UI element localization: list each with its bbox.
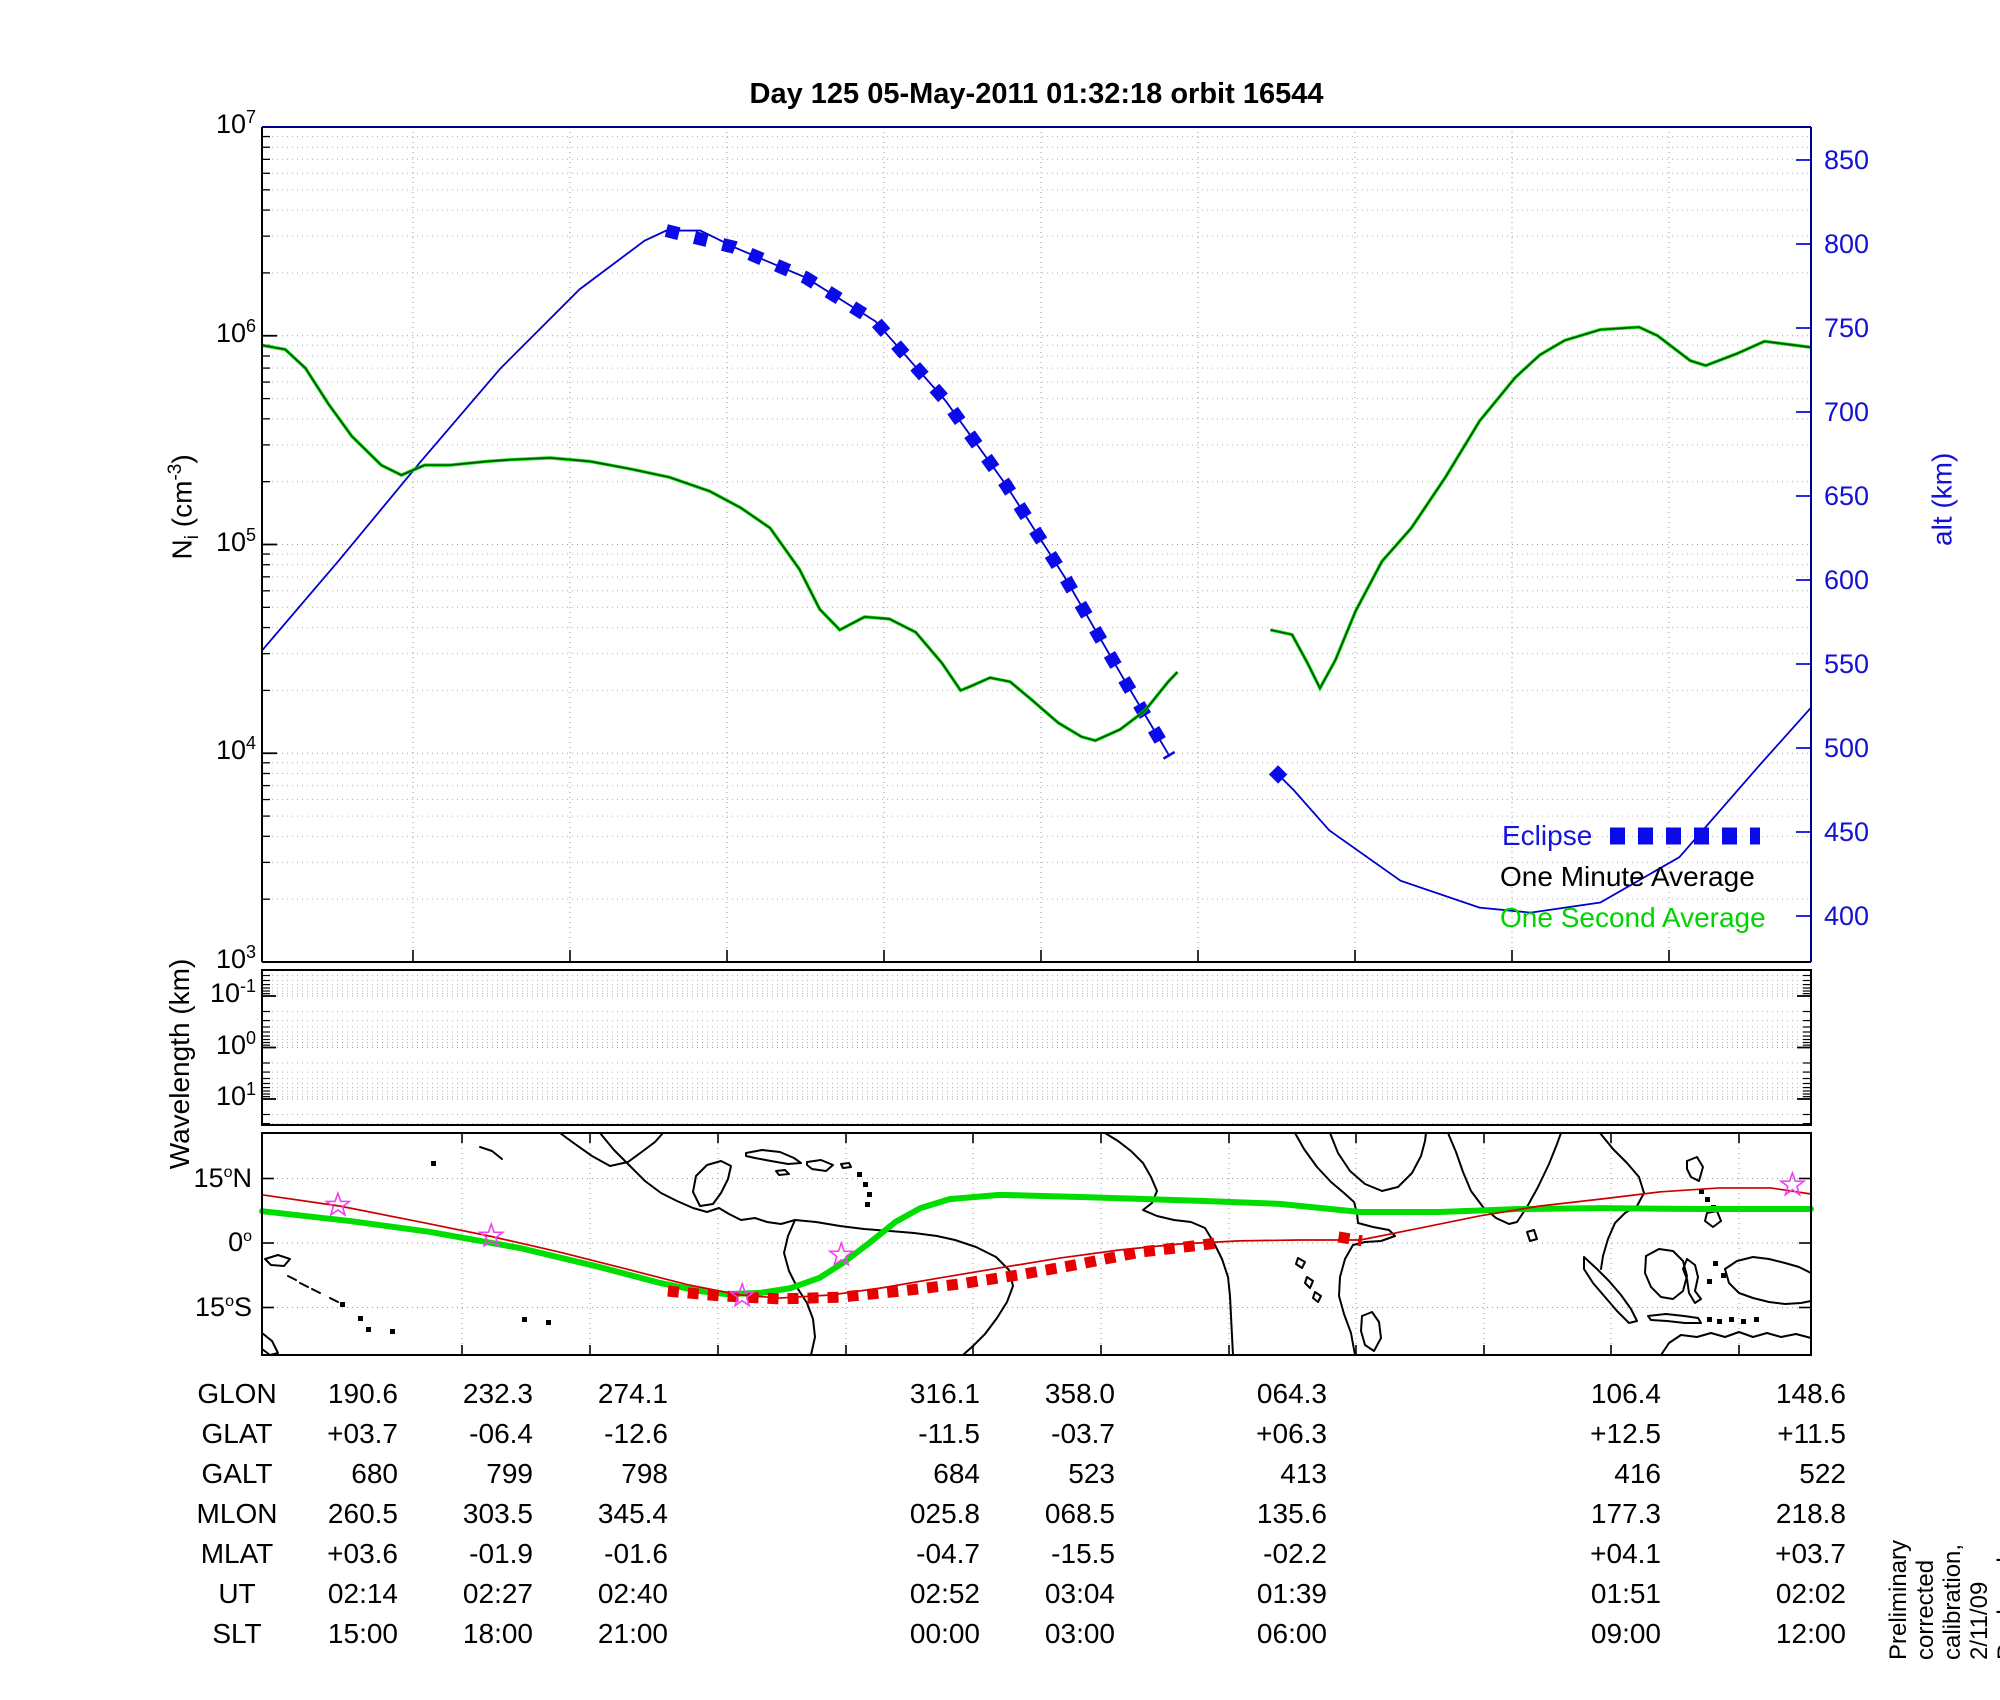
table-cell-mlat: +03.6: [327, 1538, 398, 1569]
table-cell-ut: 02:14: [327, 1578, 398, 1609]
table-cell-ut: 02:52: [909, 1578, 980, 1609]
table-cell-glat: -12.6: [604, 1418, 668, 1449]
table-cell-slt: 00:00: [909, 1618, 980, 1649]
table-cell-mlat: +03.7: [1775, 1538, 1846, 1569]
production-note: Preliminary corrected calibration, 2/11/…: [1885, 1540, 2000, 1660]
table-cell-slt: 15:00: [327, 1618, 398, 1649]
table-cell-slt: 12:00: [1775, 1618, 1846, 1649]
table-row-label: MLON: [196, 1498, 278, 1529]
alt-tick-label: 400: [1824, 901, 1870, 931]
station-star-icon: [827, 1240, 856, 1267]
alt-tick-label: 600: [1824, 565, 1870, 595]
table-row-label: GALT: [201, 1458, 273, 1489]
alt-tick-label: 700: [1824, 397, 1870, 427]
table-cell-galt: 413: [1280, 1458, 1327, 1489]
alt-tick-label: 500: [1824, 733, 1870, 763]
table-cell-mlat: -04.7: [916, 1538, 980, 1569]
table-cell-glon: 106.4: [1590, 1378, 1661, 1409]
legend-one-minute-label: One Minute Average: [1500, 861, 1755, 892]
table-row-label: MLAT: [200, 1538, 274, 1569]
table-cell-galt: 799: [486, 1458, 533, 1489]
production-note-line2: Produced 13-May-2011 13:05:23: [1993, 1557, 2000, 1660]
table-cell-glon: 232.3: [462, 1378, 533, 1409]
production-note-line1: Preliminary corrected calibration, 2/11/…: [1885, 1539, 1993, 1660]
table-cell-galt: 523: [1068, 1458, 1115, 1489]
page-title: Day 125 05-May-2011 01:32:18 orbit 16544: [749, 78, 1324, 110]
table-cell-mlon: 303.5: [462, 1498, 533, 1529]
table-cell-mlon: 135.6: [1256, 1498, 1327, 1529]
table-cell-mlat: +04.1: [1590, 1538, 1661, 1569]
table-cell-mlat: -01.6: [604, 1538, 668, 1569]
table-cell-mlat: -01.9: [469, 1538, 533, 1569]
alt-tick-label: 450: [1824, 817, 1870, 847]
table-cell-galt: 416: [1614, 1458, 1661, 1489]
ni-tick-label: 106: [215, 315, 256, 348]
table-cell-galt: 684: [933, 1458, 980, 1489]
alt-axis-label: alt (km): [1926, 452, 1958, 546]
table-cell-mlon: 177.3: [1590, 1498, 1661, 1529]
ni-tick-label: 105: [215, 524, 256, 557]
map-lat-tick-label: 0o: [228, 1227, 252, 1257]
table-cell-ut: 03:04: [1044, 1578, 1115, 1609]
map-lat-tick-label: 15oN: [193, 1162, 252, 1193]
ni-tick-label: 103: [215, 942, 256, 974]
table-cell-glat: -03.7: [1051, 1418, 1115, 1449]
table-cell-galt: 798: [621, 1458, 668, 1489]
table-cell-glat: -06.4: [469, 1418, 533, 1449]
ni-tick-label: 107: [215, 107, 256, 139]
table-row-label: SLT: [212, 1618, 262, 1649]
table-cell-slt: 03:00: [1044, 1618, 1115, 1649]
map-lat-tick-label: 15oS: [195, 1291, 252, 1322]
wavelength-tick-label: 101: [215, 1079, 256, 1111]
table-cell-glon: 358.0: [1044, 1378, 1115, 1409]
table-cell-mlat: -02.2: [1263, 1538, 1327, 1569]
table-cell-ut: 01:39: [1256, 1578, 1327, 1609]
table-cell-ut: 02:02: [1775, 1578, 1846, 1609]
legend-one-second-label: One Second Average: [1500, 902, 1766, 933]
table-cell-slt: 06:00: [1256, 1618, 1327, 1649]
station-star-icon: [1778, 1170, 1807, 1197]
wavelength-tick-label: 100: [215, 1027, 256, 1060]
table-cell-mlon: 068.5: [1044, 1498, 1115, 1529]
table-cell-ut: 02:27: [462, 1578, 533, 1609]
table-cell-glat: +12.5: [1590, 1418, 1661, 1449]
table-cell-glon: 274.1: [597, 1378, 668, 1409]
alt-tick-label: 550: [1824, 649, 1870, 679]
table-cell-ut: 02:40: [597, 1578, 668, 1609]
table-cell-glat: +11.5: [1777, 1418, 1846, 1449]
wavelength-tick-label: 10-1: [209, 976, 256, 1008]
table-cell-glon: 148.6: [1775, 1378, 1846, 1409]
station-star-icon: [324, 1190, 352, 1217]
table-cell-galt: 680: [351, 1458, 398, 1489]
table-cell-galt: 522: [1799, 1458, 1846, 1489]
table-row-label: GLAT: [201, 1418, 273, 1449]
table-cell-ut: 01:51: [1590, 1578, 1661, 1609]
table-row-label: GLON: [197, 1378, 277, 1409]
alt-tick-label: 750: [1824, 313, 1870, 343]
alt-tick-label: 800: [1824, 229, 1870, 259]
alt-tick-label: 850: [1824, 145, 1870, 175]
station-star-icon: [477, 1221, 505, 1248]
table-cell-glon: 064.3: [1256, 1378, 1327, 1409]
table-cell-slt: 09:00: [1590, 1618, 1661, 1649]
table-cell-slt: 18:00: [462, 1618, 533, 1649]
table-cell-mlon: 218.8: [1775, 1498, 1846, 1529]
station-star-icon: [728, 1281, 756, 1308]
legend-eclipse-label: Eclipse: [1502, 820, 1593, 851]
table-cell-glat: -11.5: [918, 1418, 980, 1449]
table-cell-glat: +06.3: [1256, 1418, 1327, 1449]
table-cell-glon: 190.6: [327, 1378, 398, 1409]
table-cell-glat: +03.7: [327, 1418, 398, 1449]
table-cell-mlon: 260.5: [327, 1498, 398, 1529]
ni-tick-label: 104: [215, 733, 256, 766]
table-cell-glon: 316.1: [909, 1378, 980, 1409]
alt-tick-label: 650: [1824, 481, 1870, 511]
table-cell-mlat: -15.5: [1051, 1538, 1115, 1569]
table-cell-mlon: 345.4: [597, 1498, 668, 1529]
table-cell-slt: 21:00: [597, 1618, 668, 1649]
table-row-label: UT: [218, 1578, 256, 1609]
table-cell-mlon: 025.8: [909, 1498, 980, 1529]
